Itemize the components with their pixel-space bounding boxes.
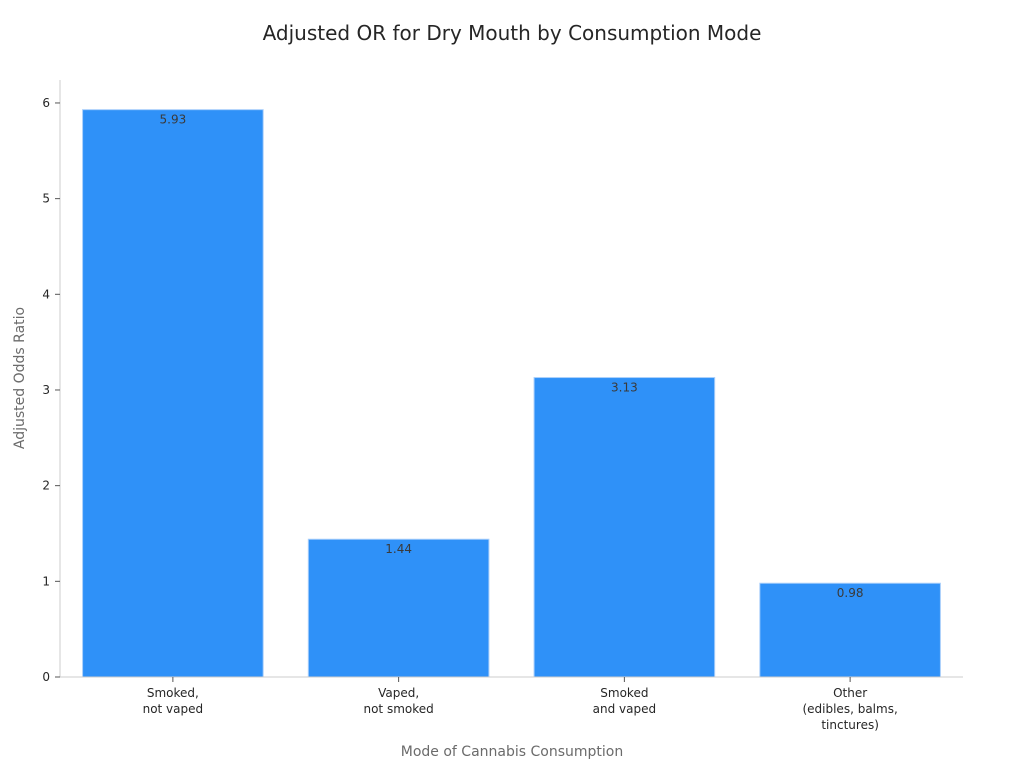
x-tick-label: Vaped, not smoked xyxy=(363,686,433,716)
y-ticks-layer: 0 1 2 3 4 5 6 xyxy=(42,96,60,684)
y-tick-label: 1 xyxy=(42,574,50,588)
x-tick-label-line: not smoked xyxy=(363,702,433,716)
x-tick-label-line: Other xyxy=(833,686,867,700)
x-tick-label-line: Smoked, xyxy=(147,686,199,700)
y-tick-label: 0 xyxy=(42,670,50,684)
data-label: 0.98 xyxy=(837,586,864,600)
x-tick-label-line: Smoked xyxy=(600,686,648,700)
y-tick-label: 5 xyxy=(42,192,50,206)
y-axis-title: Adjusted Odds Ratio xyxy=(12,307,28,449)
x-tick-label: Smoked, not vaped xyxy=(143,686,204,716)
x-tick-label: Other (edibles, balms, tinctures) xyxy=(802,686,897,732)
x-tick-label-line: (edibles, balms, xyxy=(802,702,897,716)
bars-layer xyxy=(82,109,941,678)
y-tick-label: 4 xyxy=(42,287,50,301)
data-label: 5.93 xyxy=(160,113,187,127)
bar xyxy=(307,538,490,678)
bar xyxy=(533,377,716,678)
x-tick-label-line: and vaped xyxy=(593,702,656,716)
y-tick-label: 2 xyxy=(42,479,50,493)
bar xyxy=(759,582,941,678)
x-tick-label: Smoked and vaped xyxy=(593,686,656,716)
y-tick-label: 3 xyxy=(42,383,50,397)
y-tick-label: 6 xyxy=(42,96,50,110)
data-label: 1.44 xyxy=(385,542,412,556)
x-ticks-layer: Smoked, not vaped Vaped, not smoked Smoked an… xyxy=(143,677,898,732)
x-tick-label-line: not vaped xyxy=(143,702,204,716)
data-labels-layer: 5.93 1.44 3.13 0.98 xyxy=(160,113,864,601)
x-axis-title: Mode of Cannabis Consumption xyxy=(401,744,623,760)
axes-layer xyxy=(59,80,963,678)
data-label: 3.13 xyxy=(611,381,638,395)
bar xyxy=(82,109,264,678)
chart-title: Adjusted OR for Dry Mouth by Consumption… xyxy=(263,21,762,45)
x-tick-label-line: tinctures) xyxy=(821,718,879,732)
x-tick-label-line: Vaped, xyxy=(378,686,419,700)
